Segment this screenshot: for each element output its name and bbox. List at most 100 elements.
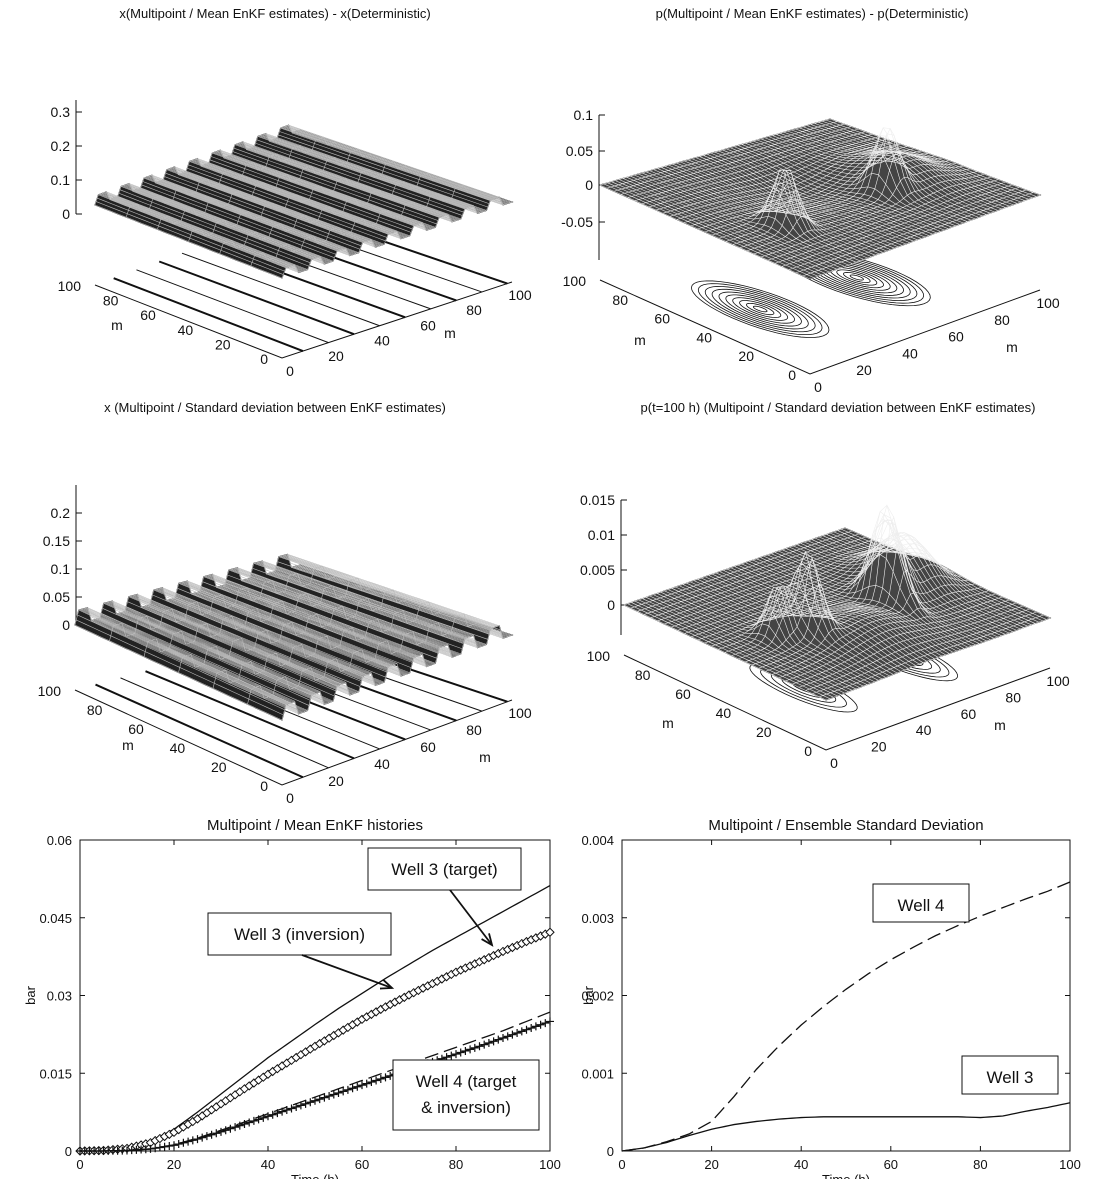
z-tick-label: 0.2 [51,505,71,521]
x-axis-label: Time (h) [291,1172,339,1179]
data-point [343,1085,352,1094]
data-point [475,1042,484,1051]
surface-plot-p-mean-difference: p(Multipoint / Mean EnKF estimates) - p(… [561,6,1060,395]
floor-contour [843,272,871,284]
annotation-box [392,1059,540,1131]
axis2-tick-label: 40 [374,333,390,349]
mesh-line-v [74,553,301,626]
mesh-line-v [125,136,336,218]
annotation-label: Well 4 (target [416,1072,517,1091]
axis2-label: m [1006,339,1018,355]
floor-axis-left [599,279,1041,375]
axis2-tick-label: 0 [286,363,294,379]
mesh-line-v [247,613,477,705]
z-tick-label: 0.01 [588,527,615,543]
mesh-line-v [648,136,880,208]
mesh-line-v [212,601,442,689]
data-point [329,1090,338,1099]
floor-contour [704,286,816,333]
axis1-label: m [634,332,646,348]
data-point [503,1032,512,1041]
x-tick-label: 60 [884,1157,898,1172]
mesh-line-v [798,605,1023,688]
data-point [273,1109,282,1118]
mesh-line-v [684,548,907,634]
axis1-tick-label: 20 [211,759,227,775]
y-tick-label: 0.001 [581,1066,614,1081]
data-point [546,1017,554,1026]
x-tick-label: 40 [794,1157,808,1172]
axis2-tick-label: 20 [871,739,887,755]
floor-axis-left [74,689,513,786]
z-tick-label: 0.015 [580,492,615,508]
floor-line [120,677,329,769]
x-axis-label: Time (h) [822,1172,870,1179]
mesh-line-v [760,176,992,258]
axis1-tick-label: 20 [215,336,231,352]
axis1-tick-label: 100 [58,278,82,294]
data-point [522,1025,531,1034]
axis2-tick-label: 100 [508,705,532,721]
annotation-box [367,847,522,891]
data-point [179,1138,188,1147]
surface-mesh [74,553,514,721]
mesh-line-v [781,184,1013,267]
y-tick-label: 0.06 [47,833,72,848]
mesh-line-v [805,608,1030,691]
mesh-line-v [731,511,955,656]
annotation-box [872,883,970,923]
data-point [517,1027,526,1036]
floor-line [181,252,380,327]
axis1-tick-label: 100 [587,648,611,664]
axis2-tick-label: 100 [1046,673,1070,689]
annotation-box [961,1055,1059,1095]
mesh-line-v [825,617,1051,701]
mesh-line-v [739,150,971,248]
x-tick-label: 0 [618,1157,625,1172]
axis1-tick-label: 100 [38,683,62,699]
y-tick-label: 0.015 [39,1066,72,1081]
data-point [536,1020,545,1029]
annotation-arrowhead [379,979,395,990]
z-tick-label: 0.2 [51,138,71,154]
annotation-box [207,912,392,956]
mesh-line-v [746,171,978,252]
data-point [249,1116,258,1125]
annotation-arrow [301,954,393,989]
axis2-tick-label: 60 [961,706,977,722]
floor-line [145,670,355,760]
axis2-tick-label: 80 [466,302,482,318]
chart-title: p(t=100 h) (Multipoint / Standard deviat… [641,400,1036,415]
mesh-line-v [637,533,859,612]
data-point [320,1093,329,1102]
y-tick-label: 0 [65,1144,72,1159]
data-point [278,1107,287,1116]
axis1-tick-label: 40 [716,705,732,721]
floor-contour [725,294,795,324]
mesh-line-v [650,539,873,618]
axis2-tick-label: 0 [286,790,294,806]
data-point [315,1095,324,1104]
floor-contour [739,300,782,318]
mesh-line-v [641,133,873,205]
mesh-line-v [774,181,1006,264]
x-tick-label: 0 [76,1157,83,1172]
mesh-line-v [812,611,1037,694]
data-point [287,1104,296,1113]
z-tick-label: -0.05 [561,214,593,230]
mesh-line-v [711,532,934,647]
axis2-tick-label: 20 [328,348,344,364]
data-point [484,1038,493,1047]
axis1-tick-label: 40 [170,740,186,756]
data-point [381,1073,390,1082]
axis1-tick-label: 60 [128,721,144,737]
floor-line [158,260,355,336]
data-point [188,1136,197,1145]
mesh-line-v [599,118,831,186]
mesh-line-v [778,596,1003,679]
mesh-line-v [219,172,442,254]
annotation-label: Well 3 [987,1068,1034,1087]
mesh-line-v [671,548,893,628]
data-point [231,1123,240,1132]
mesh-line-v [725,127,957,242]
